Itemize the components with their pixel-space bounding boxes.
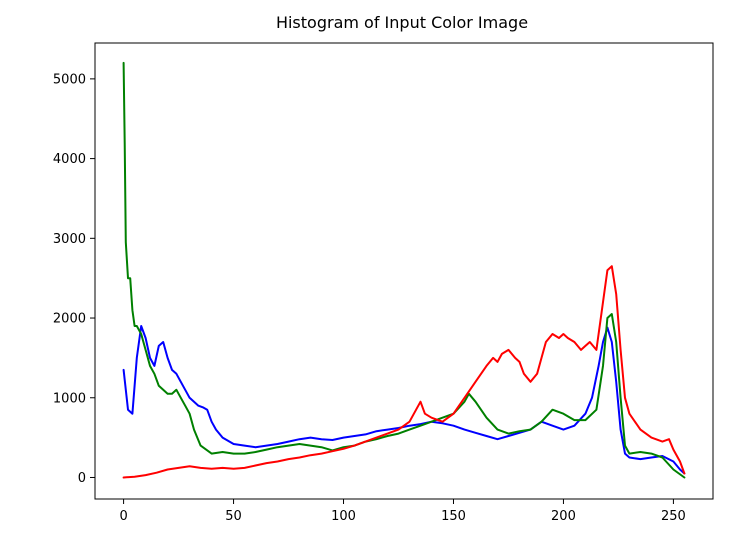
x-tick-label: 100 <box>331 509 356 524</box>
y-tick-label: 3000 <box>53 232 86 247</box>
x-tick-label: 150 <box>441 509 466 524</box>
axes-group: 0 50 100 150 200 250 0 1000 2000 3000 4000 5000 <box>53 42 714 524</box>
y-tick-label: 1000 <box>53 391 86 406</box>
plot-frame <box>94 42 714 500</box>
x-tick-label: 250 <box>661 509 686 524</box>
x-tick-label: 50 <box>225 509 242 524</box>
x-tick-label: 0 <box>119 509 127 524</box>
y-tick-label: 5000 <box>53 72 86 87</box>
y-tick-label: 4000 <box>53 152 86 167</box>
y-tick-label: 0 <box>78 471 86 486</box>
x-tick-label: 200 <box>551 509 576 524</box>
series-line-2 <box>122 265 686 479</box>
chart-title: Histogram of Input Color Image <box>276 13 528 32</box>
y-tick-label: 2000 <box>53 312 86 327</box>
series-line-1 <box>122 61 686 479</box>
series-group <box>122 61 686 479</box>
series-line-0 <box>122 325 686 475</box>
